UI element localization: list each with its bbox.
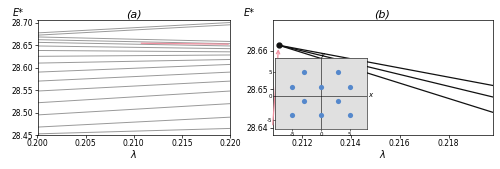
- Title: (b): (b): [374, 9, 390, 19]
- Title: (a): (a): [126, 9, 142, 19]
- X-axis label: λ: λ: [380, 150, 386, 160]
- Text: E*: E*: [12, 8, 24, 18]
- Text: E*: E*: [244, 8, 255, 18]
- X-axis label: λ: λ: [131, 150, 136, 160]
